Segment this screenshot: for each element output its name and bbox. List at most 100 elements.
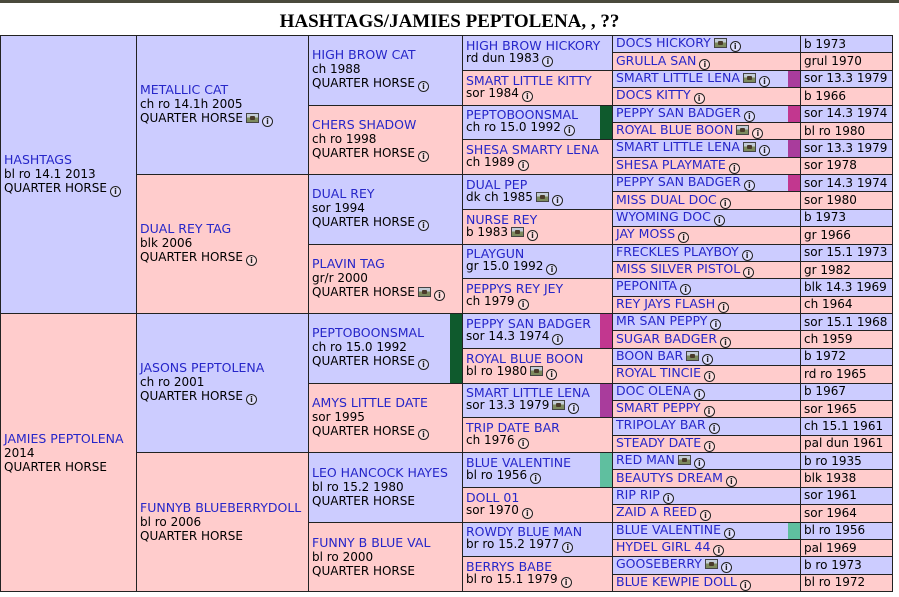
horse-name-link[interactable]: SHESA SMARTY LENA	[466, 142, 599, 158]
info-icon[interactable]	[521, 90, 533, 102]
info-icon[interactable]	[743, 267, 755, 279]
info-icon[interactable]	[417, 81, 429, 93]
photo-icon[interactable]	[552, 400, 566, 411]
horse-name-link[interactable]: ROWDY BLUE MAN	[466, 524, 583, 540]
horse-name-link[interactable]: SMART PEPPY	[616, 400, 701, 416]
photo-icon[interactable]	[686, 350, 700, 361]
horse-name-link[interactable]: DOC OLENA	[616, 383, 691, 398]
info-icon[interactable]	[542, 55, 554, 67]
horse-name-link[interactable]: FUNNYB BLUEBERRYDOLL	[140, 500, 302, 515]
horse-name-link[interactable]: CHERS SHADOW	[312, 116, 417, 132]
info-icon[interactable]	[743, 110, 755, 122]
horse-name-link[interactable]: ROYAL TINCIE	[616, 366, 701, 381]
horse-name-link[interactable]: HASHTAGS	[4, 151, 72, 167]
horse-name-link[interactable]: RIP RIP	[616, 487, 660, 502]
photo-icon[interactable]	[245, 113, 259, 123]
horse-name-link[interactable]: SMART LITTLE LENA	[616, 70, 740, 85]
info-icon[interactable]	[568, 403, 580, 415]
horse-name-link[interactable]: JASONS PEPTOLENA	[140, 360, 265, 375]
info-icon[interactable]	[562, 542, 574, 554]
horse-name-link[interactable]: JAY MOSS	[616, 227, 676, 242]
horse-name-link[interactable]: JAMIES PEPTOLENA	[4, 430, 124, 446]
horse-name-link[interactable]: ZAID A REED	[616, 505, 698, 520]
info-icon[interactable]	[752, 128, 764, 140]
info-icon[interactable]	[743, 180, 755, 192]
horse-name-link[interactable]: DUAL REY TAG	[140, 221, 232, 236]
info-icon[interactable]	[417, 428, 429, 440]
horse-name-link[interactable]: BLUE KEWPIE DOLL	[616, 574, 737, 589]
horse-name-link[interactable]: BLUE VALENTINE	[466, 454, 572, 470]
info-icon[interactable]	[433, 289, 445, 301]
horse-name-link[interactable]: DOCS KITTY	[616, 88, 691, 103]
horse-name-link[interactable]: SMART LITTLE KITTY	[466, 72, 592, 88]
info-icon[interactable]	[517, 160, 529, 172]
photo-icon[interactable]	[677, 455, 691, 466]
info-icon[interactable]	[526, 229, 538, 241]
info-icon[interactable]	[417, 359, 429, 371]
horse-name-link[interactable]: HYDEL GIRL 44	[616, 539, 711, 555]
horse-name-link[interactable]: REY JAYS FLASH	[616, 296, 716, 311]
horse-name-link[interactable]: BLUE VALENTINE	[616, 522, 722, 537]
info-icon[interactable]	[563, 125, 575, 137]
horse-name-link[interactable]: METALLIC CAT	[140, 82, 229, 97]
info-icon[interactable]	[417, 150, 429, 162]
horse-name-link[interactable]: DOCS HICKORY	[616, 36, 711, 51]
horse-name-link[interactable]: RED MAN	[616, 453, 675, 468]
horse-name-link[interactable]: PLAYGUN	[466, 246, 525, 262]
horse-name-link[interactable]: AMYS LITTLE DATE	[312, 394, 428, 410]
horse-name-link[interactable]: DOLL 01	[466, 489, 520, 505]
horse-name-link[interactable]: PLAVIN TAG	[312, 255, 385, 271]
info-icon[interactable]	[530, 472, 542, 484]
photo-icon[interactable]	[530, 365, 544, 376]
horse-name-link[interactable]: FUNNY B BLUE VAL	[312, 534, 431, 550]
info-icon[interactable]	[718, 301, 730, 313]
info-icon[interactable]	[109, 185, 121, 197]
info-icon[interactable]	[704, 440, 716, 452]
horse-name-link[interactable]: TRIP DATE BAR	[466, 420, 560, 436]
photo-icon[interactable]	[742, 72, 756, 83]
horse-name-link[interactable]: ROYAL BLUE BOON	[616, 122, 734, 138]
horse-name-link[interactable]: PEPPY SAN BADGER	[616, 105, 741, 120]
info-icon[interactable]	[546, 264, 558, 276]
horse-name-link[interactable]: DUAL REY	[312, 186, 375, 202]
horse-name-link[interactable]: DUAL PEP	[466, 176, 528, 192]
horse-name-link[interactable]: GOOSEBERRY	[616, 557, 702, 572]
info-icon[interactable]	[693, 93, 705, 105]
info-icon[interactable]	[261, 116, 273, 127]
photo-icon[interactable]	[736, 125, 750, 136]
horse-name-link[interactable]: PEPTOBOONSMAL	[312, 325, 425, 341]
info-icon[interactable]	[245, 394, 257, 405]
photo-icon[interactable]	[510, 226, 524, 237]
horse-name-link[interactable]: PEPPY SAN BADGER	[616, 175, 741, 190]
horse-name-link[interactable]: GRULLA SAN	[616, 53, 697, 68]
info-icon[interactable]	[719, 197, 731, 209]
info-icon[interactable]	[739, 579, 751, 591]
horse-name-link[interactable]: PEPPYS REY JEY	[466, 281, 564, 297]
info-icon[interactable]	[729, 41, 741, 53]
info-icon[interactable]	[693, 388, 705, 400]
horse-name-link[interactable]: HIGH BROW CAT	[312, 47, 416, 63]
horse-name-link[interactable]: LEO HANCOCK HAYES	[312, 465, 448, 481]
info-icon[interactable]	[560, 577, 572, 589]
horse-name-link[interactable]: SMART LITTLE LENA	[616, 140, 740, 155]
info-icon[interactable]	[552, 333, 564, 345]
horse-name-link[interactable]: PEPPY SAN BADGER	[466, 315, 591, 331]
info-icon[interactable]	[680, 284, 692, 296]
info-icon[interactable]	[417, 220, 429, 232]
info-icon[interactable]	[703, 406, 715, 418]
info-icon[interactable]	[517, 299, 529, 311]
info-icon[interactable]	[703, 371, 715, 383]
info-icon[interactable]	[546, 368, 558, 380]
info-icon[interactable]	[551, 194, 563, 206]
photo-icon[interactable]	[535, 191, 549, 202]
horse-name-link[interactable]: SHESA PLAYMATE	[616, 157, 726, 172]
info-icon[interactable]	[758, 145, 770, 157]
photo-icon[interactable]	[417, 286, 431, 297]
info-icon[interactable]	[710, 319, 722, 331]
horse-name-link[interactable]: TRIPOLAY BAR	[616, 418, 706, 433]
horse-name-link[interactable]: ROYAL BLUE BOON	[466, 350, 584, 366]
info-icon[interactable]	[724, 527, 736, 539]
info-icon[interactable]	[728, 162, 740, 174]
info-icon[interactable]	[245, 255, 257, 266]
info-icon[interactable]	[700, 510, 712, 522]
